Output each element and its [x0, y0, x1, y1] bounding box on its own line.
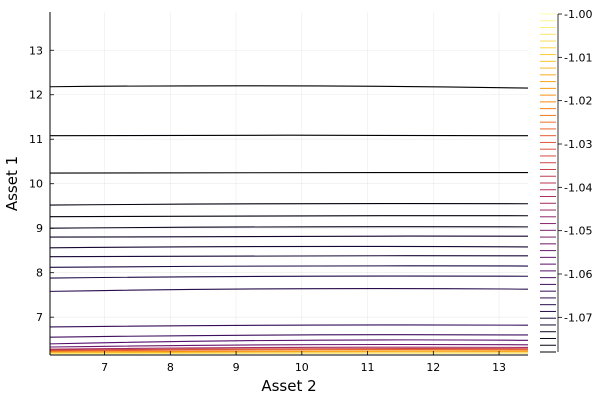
- contour-line: [49, 351, 529, 354]
- axes: [49, 12, 528, 356]
- colorbar-tick-label: -1.07: [564, 311, 592, 324]
- contour-line: [49, 324, 529, 328]
- colorbar-tick-label: -1.05: [564, 225, 592, 238]
- contour-line: [49, 275, 529, 279]
- y-tick-labels: 7 8 9 10 11 12 13: [29, 44, 43, 324]
- x-tick-labels: 7 8 9 10 11 12 13: [101, 361, 506, 374]
- contour-line: [49, 85, 529, 89]
- y-tick-label: 10: [29, 178, 43, 191]
- contour-line: [49, 287, 529, 292]
- colorbar-tick-label: -1.06: [564, 268, 592, 281]
- contour-line: [49, 350, 529, 353]
- x-tick-label: 10: [295, 361, 309, 374]
- y-axis-label: Asset 1: [3, 156, 21, 211]
- contour-line: [49, 348, 529, 352]
- contour-line: [49, 265, 529, 268]
- y-tick-label: 12: [29, 89, 43, 102]
- x-tick-label: 8: [167, 361, 174, 374]
- contour-line: [49, 352, 529, 355]
- contour-line: [49, 171, 529, 174]
- contour-lines: [49, 85, 529, 355]
- x-tick-label: 7: [101, 361, 108, 374]
- x-tick-label: 9: [233, 361, 240, 374]
- colorbar-tick-label: -1.01: [564, 51, 592, 64]
- contour-line: [49, 348, 529, 351]
- contour-line: [49, 343, 529, 348]
- grid: [50, 12, 528, 355]
- y-tick-label: 13: [29, 44, 43, 57]
- y-tick-label: 7: [36, 311, 43, 324]
- x-tick-label: 13: [492, 361, 506, 374]
- contour-line: [49, 346, 529, 350]
- contour-line: [49, 339, 529, 345]
- contour-line: [49, 226, 529, 229]
- y-tick-label: 11: [29, 133, 43, 146]
- colorbar-tick-label: -1.03: [564, 138, 592, 151]
- colorbar-tick-labels: -1.07 -1.06 -1.05 -1.04 -1.03 -1.02 -1.01 -1.00: [564, 8, 592, 324]
- colorbar-tick-label: -1.04: [564, 181, 592, 194]
- x-tick-label: 11: [361, 361, 375, 374]
- contour-line: [49, 245, 529, 249]
- colorbar-tick-label: -1.00: [564, 8, 592, 21]
- colorbar: [540, 13, 562, 353]
- contour-line: [49, 235, 529, 238]
- colorbar-tick-label: -1.02: [564, 95, 592, 108]
- y-tick-label: 9: [36, 222, 43, 235]
- contour-line: [49, 255, 529, 258]
- x-tick-label: 12: [426, 361, 440, 374]
- contour-line: [49, 334, 529, 338]
- contour-line: [49, 203, 529, 206]
- y-tick-label: 8: [36, 267, 43, 280]
- x-axis-label: Asset 2: [261, 377, 316, 395]
- contour-line: [49, 215, 529, 218]
